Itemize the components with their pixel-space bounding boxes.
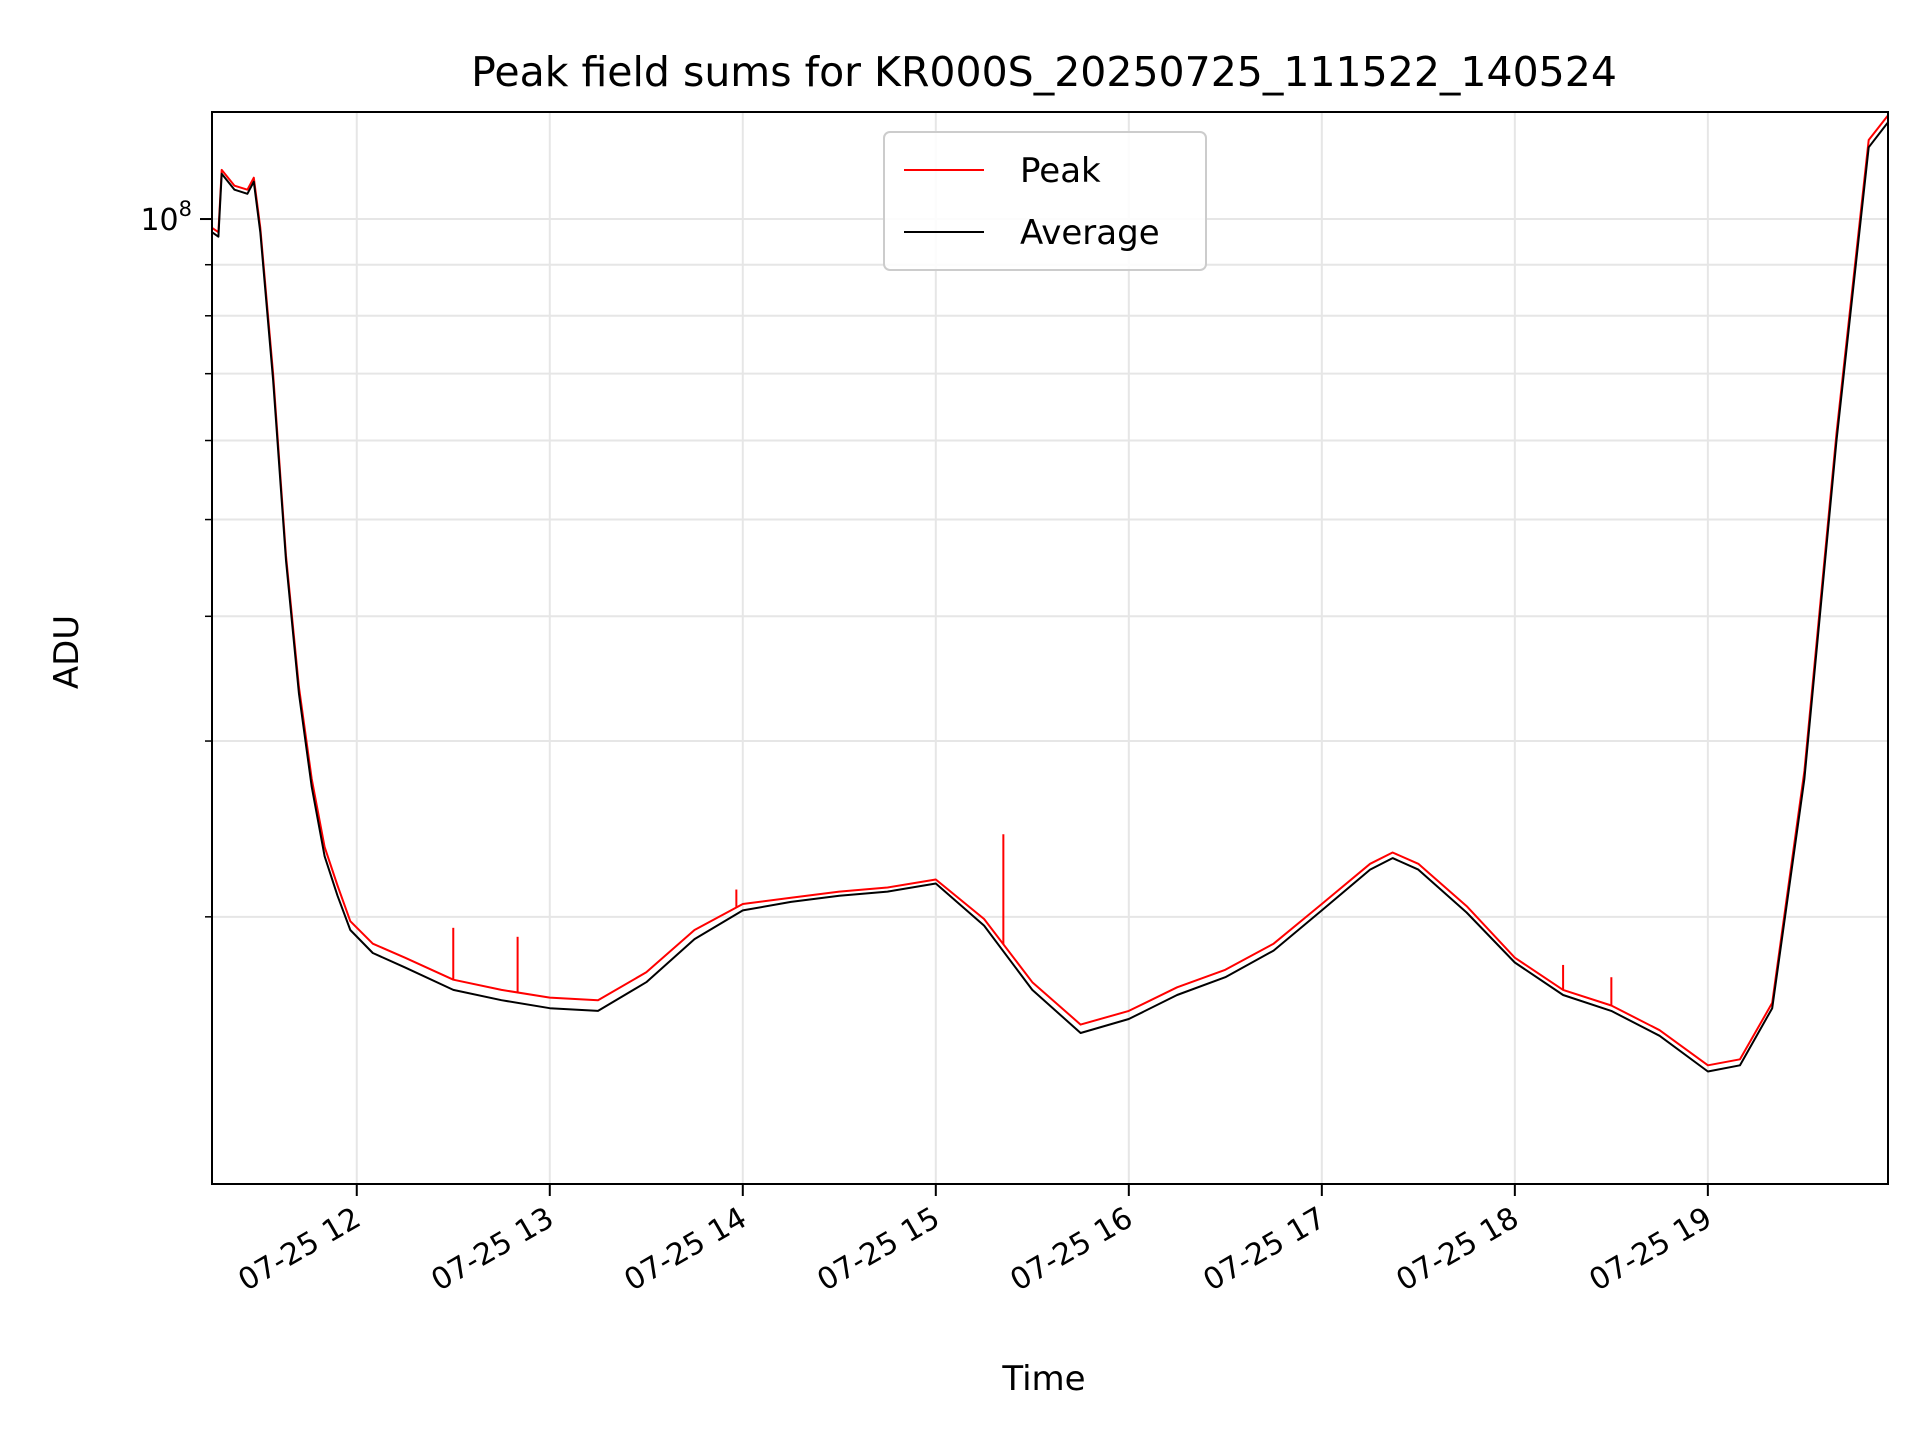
legend-box bbox=[883, 131, 1207, 271]
legend: Peak Average bbox=[883, 131, 1207, 271]
x-axis-label: Time bbox=[1001, 1359, 1085, 1399]
y-tick-label: 108 bbox=[140, 197, 192, 238]
legend-label-average: Average bbox=[1020, 213, 1160, 253]
plot-area-frame bbox=[211, 111, 1889, 1185]
chart-title: Peak field sums for KR000S_20250725_1115… bbox=[471, 48, 1617, 96]
y-axis-label: ADU bbox=[47, 615, 87, 689]
legend-label-peak: Peak bbox=[1020, 151, 1101, 191]
series-lines bbox=[211, 114, 1889, 1073]
series-line-average bbox=[211, 121, 1889, 1073]
grid-lines bbox=[212, 112, 1888, 1184]
